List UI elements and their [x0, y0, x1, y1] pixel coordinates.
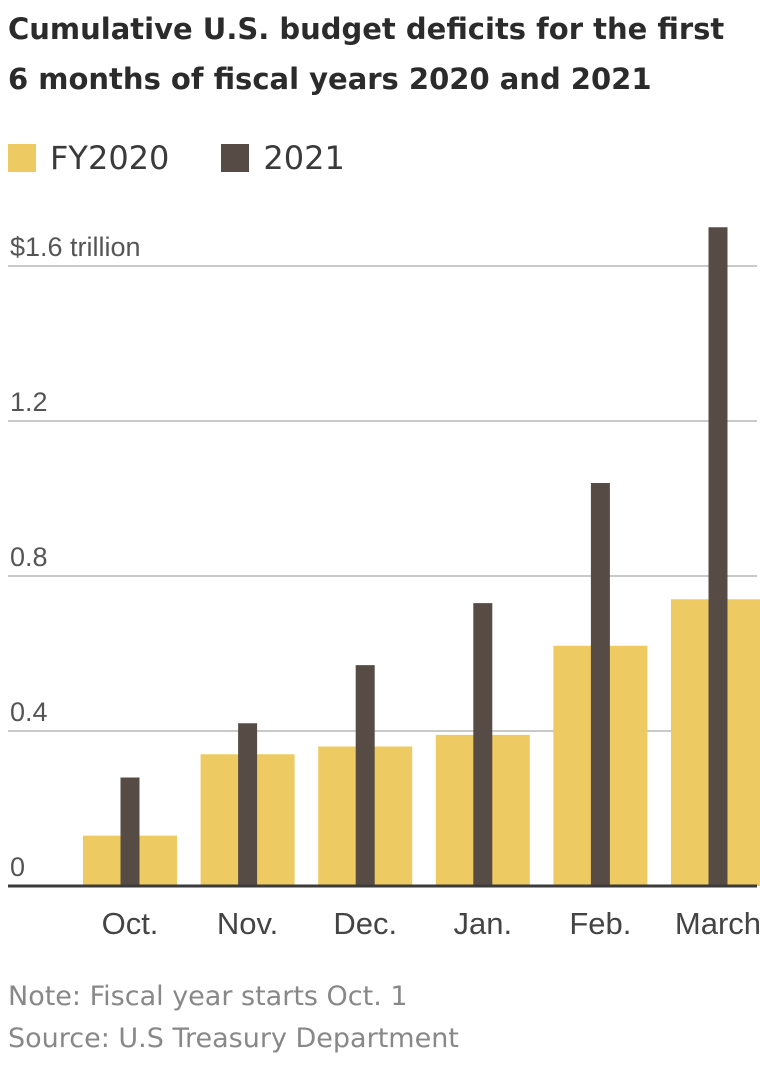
bar-2021	[120, 777, 140, 886]
legend-item-fy2020: FY2020	[8, 139, 169, 177]
legend-swatch-2021	[221, 144, 250, 172]
x-tick-label: Nov.	[217, 906, 278, 941]
bar-2021	[590, 483, 610, 886]
legend-swatch-fy2020	[8, 144, 36, 172]
bar-chart: 0 0.4 0.8 1.2 $1.6 trillion Oct. Nov. Dec. Jan. F…	[8, 227, 760, 941]
x-tick-label: Jan.	[453, 906, 512, 941]
chart-legend: FY2020 2021	[8, 136, 397, 180]
x-tick-label: Oct.	[102, 906, 159, 941]
legend-item-2021: 2021	[221, 139, 345, 177]
x-tick-label: March	[675, 906, 760, 941]
bar-2021	[355, 665, 375, 886]
x-tick-label: Dec.	[333, 906, 397, 941]
chart-source: Source: U.S Treasury Department	[8, 1023, 459, 1054]
legend-label-2021: 2021	[263, 139, 345, 177]
y-tick-label: 0.8	[10, 542, 48, 572]
chart-note: Note: Fiscal year starts Oct. 1	[8, 981, 408, 1012]
x-tick-label: Feb.	[569, 906, 631, 941]
bar-2021	[238, 723, 258, 886]
y-tick-label: $1.6 trillion	[10, 232, 141, 262]
y-tick-label: 1.2	[10, 387, 48, 417]
chart-footer: Note: Fiscal year starts Oct. 1 Source: …	[8, 976, 459, 1060]
bar-2021	[708, 227, 728, 886]
chart-title: Cumulative U.S. budget deficits for the …	[8, 12, 725, 96]
bar-2021	[473, 603, 493, 886]
y-tick-label: 0.4	[10, 697, 48, 727]
legend-label-fy2020: FY2020	[50, 139, 170, 177]
y-tick-label: 0	[10, 852, 25, 882]
